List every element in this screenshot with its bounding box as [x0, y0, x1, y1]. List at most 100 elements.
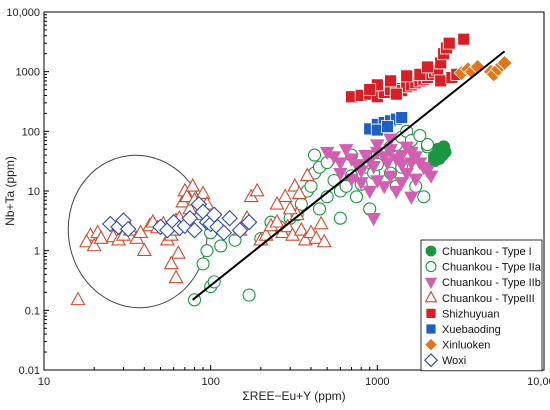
- legend-label: Chuankou - Type IIa: [442, 262, 542, 274]
- series-1: [428, 140, 452, 168]
- data-point: [308, 230, 324, 244]
- data-point: [277, 188, 293, 203]
- data-point: [345, 90, 358, 104]
- data-point: [70, 291, 86, 306]
- data-point: [249, 182, 265, 197]
- data-point: [434, 74, 448, 88]
- data-point: [394, 149, 409, 164]
- data-point: [389, 87, 403, 101]
- data-point: [163, 255, 179, 270]
- legend-marker: [424, 290, 438, 303]
- trend-line: [192, 50, 506, 301]
- legend-entry: Woxi: [423, 353, 466, 368]
- data-point: [338, 144, 354, 158]
- y-tick-label: 10,000: [6, 7, 40, 19]
- data-point: [366, 213, 381, 227]
- legend-marker: [424, 337, 438, 352]
- data-point: [240, 213, 258, 231]
- data-point: [404, 191, 419, 205]
- data-point: [420, 138, 435, 152]
- legend-entry: Chuankou - Type IIb: [424, 277, 541, 289]
- data-point: [333, 157, 348, 171]
- y-tick-label: 0.1: [25, 305, 40, 317]
- data-point: [442, 36, 456, 50]
- data-point: [119, 220, 137, 238]
- data-point: [313, 215, 329, 230]
- data-point: [170, 245, 186, 259]
- legend-label: Woxi: [442, 355, 466, 367]
- legend-marker: [423, 353, 439, 368]
- axis-ticks: 10 100 1000 10,000 0.01 0.1 1 10 100 1000 10,000: [6, 7, 550, 388]
- series-8: [102, 195, 258, 241]
- data-point: [400, 69, 414, 83]
- data-point: [370, 123, 384, 137]
- legend-entry: Xinluoken: [424, 337, 490, 352]
- data-point: [269, 195, 285, 210]
- data-point: [181, 209, 199, 227]
- x-tick-label: 1000: [365, 376, 389, 388]
- data-point: [93, 230, 109, 244]
- data-point: [186, 221, 203, 239]
- series-6: [363, 111, 409, 137]
- legend: Chuankou - Type I Chuankou - Type IIa Chua…: [420, 239, 543, 372]
- x-tick-label: 100: [201, 376, 219, 388]
- data-point: [196, 257, 210, 271]
- data-point: [282, 200, 298, 215]
- data-point: [214, 239, 228, 253]
- data-point: [413, 128, 427, 143]
- y-tick-label: 1000: [16, 67, 40, 79]
- legend-entry: Shizhuyuan: [425, 307, 500, 320]
- data-point: [79, 233, 95, 248]
- data-point: [200, 244, 214, 258]
- data-point: [242, 288, 256, 302]
- legend-label: Chuankou - Type I: [442, 246, 532, 258]
- data-point: [394, 177, 409, 191]
- legend-marker: [425, 323, 437, 335]
- legend-label: Chuankou - Type IIb: [442, 277, 541, 289]
- data-point: [316, 233, 332, 248]
- legend-marker: [425, 307, 437, 319]
- data-point: [179, 188, 195, 203]
- legend-entry: Chuankou - Type I: [425, 245, 532, 258]
- data-point: [395, 111, 409, 124]
- data-point: [86, 237, 102, 252]
- x-tick-label: 10,000: [527, 376, 550, 388]
- data-point: [231, 221, 249, 239]
- data-point: [168, 269, 184, 284]
- data-point: [353, 177, 369, 191]
- trend-line-layer: [192, 50, 506, 301]
- legend-label: Xuebaoding: [442, 324, 501, 336]
- data-point: [215, 224, 233, 241]
- data-point: [195, 185, 211, 200]
- data-point: [381, 120, 394, 134]
- data-point: [339, 179, 353, 193]
- data-point: [496, 54, 513, 72]
- legend-marker: [425, 261, 437, 273]
- data-point: [428, 154, 441, 168]
- data-point: [297, 231, 313, 246]
- y-tick-label: 10: [28, 186, 40, 198]
- data-point: [404, 157, 419, 171]
- data-point: [363, 83, 377, 97]
- data-point: [307, 148, 322, 162]
- legend-label: Xinluoken: [442, 340, 490, 352]
- data-point: [421, 60, 434, 74]
- data-point: [380, 157, 395, 171]
- data-point: [333, 211, 347, 225]
- data-point: [366, 161, 381, 175]
- data-point: [304, 179, 318, 193]
- x-tick-label: 10: [38, 376, 50, 388]
- data-point: [384, 74, 397, 88]
- data-point: [299, 167, 315, 182]
- data-point: [417, 190, 431, 204]
- data-point: [333, 167, 348, 182]
- data-point: [457, 32, 471, 46]
- legend-label: Chuankou - TypeIII: [442, 293, 535, 305]
- data-point: [185, 177, 201, 192]
- series-3: [319, 133, 439, 227]
- data-point: [312, 202, 327, 216]
- data-point: [362, 185, 377, 200]
- data-point: [349, 190, 364, 204]
- data-point: [269, 213, 285, 228]
